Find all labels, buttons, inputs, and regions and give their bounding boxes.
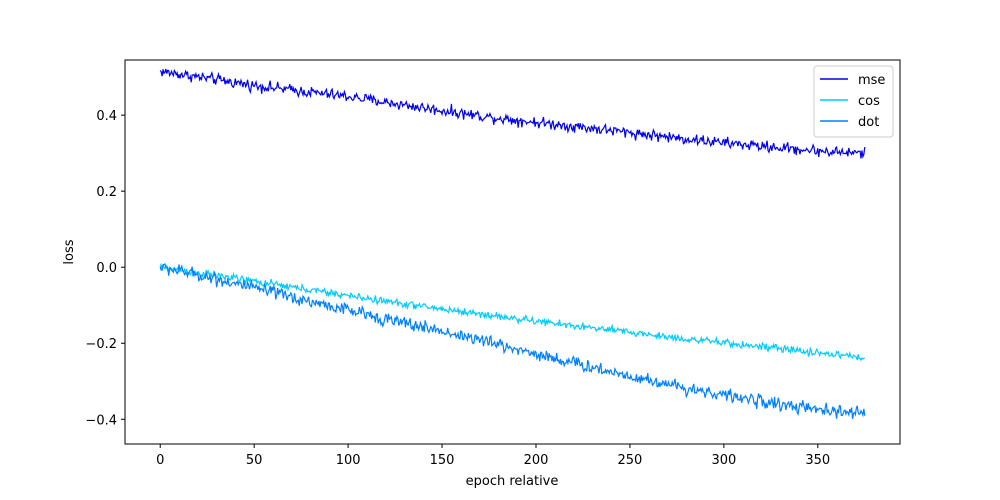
series-layer — [159, 68, 866, 420]
y-axis-ticks: −0.4 −0.2 0.0 0.2 0.4 — [85, 109, 125, 428]
series-line-dot — [159, 263, 866, 420]
plot-frame — [124, 59, 901, 445]
legend: mse cos dot — [813, 65, 894, 138]
series-line-mse — [159, 68, 866, 159]
legend-label-mse: mse — [858, 73, 885, 88]
y-tick-label: 0.4 — [96, 109, 117, 124]
y-tick-label: −0.2 — [85, 337, 117, 352]
x-tick-label: 350 — [805, 453, 830, 468]
x-tick-label: 200 — [524, 453, 549, 468]
x-axis-label: epoch relative — [466, 474, 559, 489]
x-tick-label: 250 — [618, 453, 643, 468]
legend-label-cos: cos — [858, 94, 880, 109]
y-tick-label: 0.0 — [96, 261, 117, 276]
x-tick-label: 300 — [711, 453, 736, 468]
legend-box — [813, 65, 894, 138]
x-tick-label: 150 — [430, 453, 455, 468]
x-tick-label: 50 — [246, 453, 263, 468]
x-axis-ticks: 0 50 100 150 200 250 300 350 — [156, 444, 830, 468]
plot-area — [125, 60, 900, 444]
legend-label-dot: dot — [858, 115, 879, 130]
x-tick-label: 100 — [336, 453, 361, 468]
y-tick-label: 0.2 — [96, 185, 117, 200]
y-axis-label: loss — [62, 239, 77, 264]
x-tick-label: 0 — [156, 453, 164, 468]
series-line-cos — [159, 262, 866, 362]
y-tick-label: −0.4 — [85, 413, 117, 428]
